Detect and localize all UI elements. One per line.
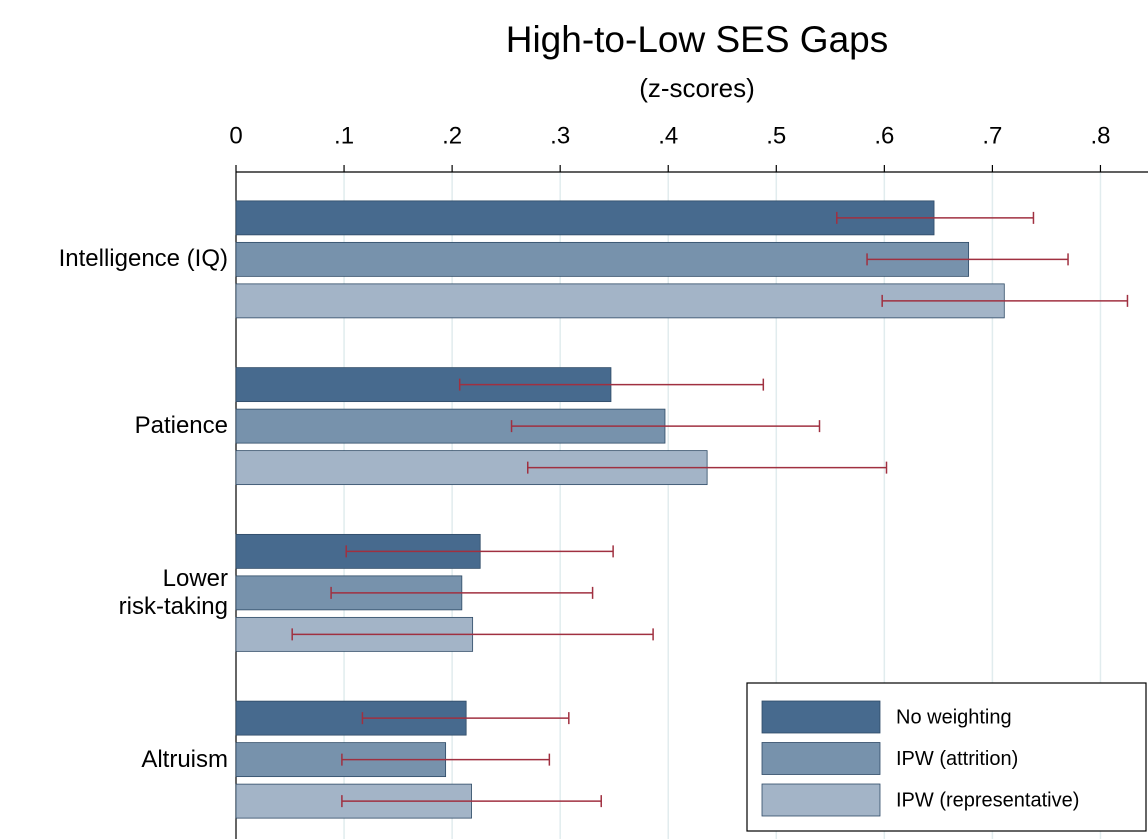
legend-swatch [761, 700, 881, 734]
y-tick-label: Lower risk-taking [118, 564, 228, 620]
x-tick-label: .8 [1090, 122, 1110, 149]
legend-label: IPW (representative) [896, 789, 1079, 811]
legend-label: IPW (attrition) [896, 748, 1018, 770]
bar [235, 200, 935, 236]
x-tick-label: .2 [442, 122, 462, 149]
legend-label: No weighting [896, 706, 1012, 728]
x-tick-label: .6 [874, 122, 894, 149]
legend-swatch [761, 742, 881, 775]
x-tick-label: .3 [550, 122, 570, 149]
y-tick-label: Altruism [141, 745, 228, 773]
legend-swatch [761, 783, 881, 817]
bar [235, 241, 970, 277]
x-tick-label: .4 [658, 122, 678, 149]
x-tick-label: .7 [982, 122, 1002, 149]
x-tick-label: .5 [766, 122, 786, 149]
chart-title: High-to-Low SES Gaps [506, 19, 889, 60]
x-tick-label: 0 [229, 122, 242, 149]
bar [235, 283, 1005, 319]
y-tick-label: Intelligence (IQ) [58, 245, 228, 273]
y-tick-label: Patience [134, 412, 228, 440]
x-tick-label: .1 [334, 122, 354, 149]
chart-subtitle: (z-scores) [639, 73, 755, 103]
